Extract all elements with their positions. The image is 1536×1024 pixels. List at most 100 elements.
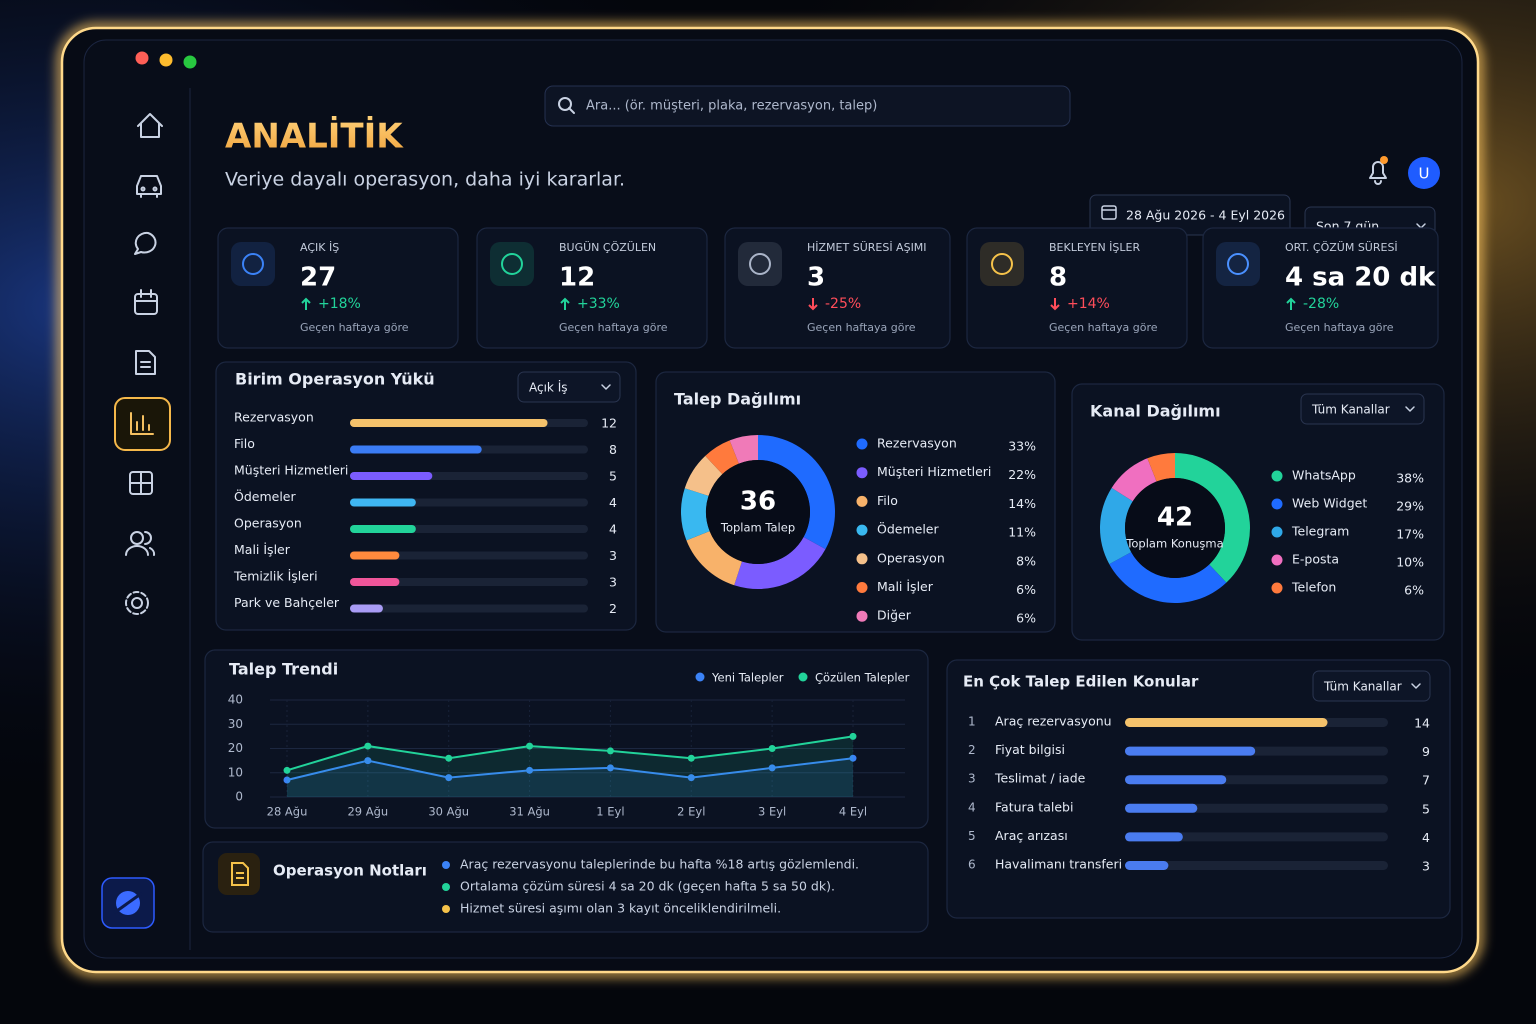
kpi-card <box>1202 227 1439 349</box>
icon-part <box>1369 161 1387 185</box>
legend-label: Diğer <box>877 608 912 623</box>
bar-label: Ödemeler <box>234 488 296 504</box>
icon-part <box>113 891 143 915</box>
filter-select[interactable] <box>1300 393 1425 425</box>
donut-slice <box>705 440 739 475</box>
kpi-card <box>966 227 1188 349</box>
trend-area <box>287 758 853 797</box>
bar-label: Mali İşler <box>234 542 291 557</box>
y-tick-label: 10 <box>228 765 243 779</box>
legend-dot <box>695 672 705 682</box>
donut-hole <box>1125 478 1225 578</box>
bar <box>1125 803 1198 813</box>
bar-label: Müşteri Hizmetleri <box>234 463 348 478</box>
search-icon <box>568 107 575 114</box>
legend-dot <box>1271 470 1283 482</box>
close-dot[interactable] <box>135 51 149 65</box>
icon-part <box>135 350 156 375</box>
legend-value: 22% <box>1008 467 1036 482</box>
icon-part <box>129 471 153 495</box>
nav-settings[interactable] <box>125 591 149 615</box>
maximize-dot[interactable] <box>183 55 197 69</box>
date-range-picker[interactable] <box>1089 194 1291 236</box>
notes-panel <box>202 841 929 933</box>
bar <box>1125 832 1183 842</box>
notes-icon <box>231 862 249 886</box>
kpi-card <box>217 227 459 349</box>
nav-dashboard[interactable] <box>129 471 153 495</box>
filter-select[interactable] <box>1312 670 1431 702</box>
topic-label: Fiyat bilgisi <box>995 742 1065 757</box>
trend-point <box>364 742 372 750</box>
bar-track <box>1125 832 1388 842</box>
brand-logo <box>113 891 143 915</box>
minimize-dot[interactable] <box>159 53 173 67</box>
nav-home[interactable] <box>137 113 163 138</box>
legend-dot <box>1271 582 1283 594</box>
bar-track <box>350 551 588 560</box>
kpi-label: AÇIK İŞ <box>300 241 339 254</box>
icon-part <box>1101 205 1117 220</box>
bar-value: 4 <box>1422 830 1430 845</box>
y-tick-label: 20 <box>228 741 243 755</box>
trend-panel <box>204 649 929 829</box>
x-tick-label: 31 Ağu <box>509 805 550 819</box>
icon-part <box>136 175 162 198</box>
kpi-label: HİZMET SÜRESİ AŞIMI <box>807 241 927 254</box>
trend-point <box>526 742 534 750</box>
topic-rank: 2 <box>968 743 976 757</box>
nav-messages[interactable] <box>134 231 157 255</box>
date-range: 28 Ağu 2026 - 4 Eyl 2026 <box>1126 208 1285 223</box>
kpi-note: Geçen haftaya göre <box>559 321 668 334</box>
x-tick-label: 1 Eyl <box>596 805 624 819</box>
kpi-value: 8 <box>1049 263 1067 293</box>
donut-slice <box>684 455 723 496</box>
bar-label: Rezervasyon <box>234 410 314 425</box>
nav-users[interactable] <box>125 531 156 556</box>
nav-calendar[interactable] <box>134 289 158 315</box>
x-tick-label: 29 Ağu <box>347 805 388 819</box>
note-bullet <box>442 861 450 869</box>
user-avatar[interactable] <box>1408 157 1440 189</box>
search-input[interactable] <box>544 85 1071 127</box>
kpi-note: Geçen haftaya göre <box>807 321 916 334</box>
icon-part <box>130 412 154 435</box>
legend-value: 8% <box>1016 553 1036 568</box>
nav-documents[interactable] <box>135 350 156 375</box>
nav-analytics[interactable] <box>130 412 154 435</box>
filter-select[interactable] <box>517 371 621 403</box>
donut-total-label: Toplam Talep <box>720 521 795 535</box>
bar-value: 9 <box>1422 744 1430 759</box>
kpi-note: Geçen haftaya göre <box>1049 321 1158 334</box>
note-text: Ortalama çözüm süresi 4 sa 20 dk (geçen … <box>460 879 835 894</box>
topic-rank: 4 <box>968 800 976 814</box>
search-bar[interactable]: Ara... (ör. müşteri, plaka, rezervasyon,… <box>544 85 1071 127</box>
x-tick-label: 4 Eyl <box>839 805 867 819</box>
kpi-icon <box>991 253 1013 275</box>
topic-label: Araç arızası <box>995 828 1068 843</box>
kpi-label: ORT. ÇÖZÜM SÜRESİ <box>1285 241 1398 254</box>
bar-track <box>350 578 588 586</box>
legend-value: 10% <box>1396 555 1424 570</box>
bar-label: Operasyon <box>234 516 302 531</box>
kpi-trend-arrow <box>560 297 570 310</box>
trend-point <box>687 754 695 762</box>
donut-slice <box>729 435 758 464</box>
filter-label: Tüm Kanallar <box>1311 403 1390 417</box>
kpi-change: +33% <box>577 296 620 312</box>
legend-dot <box>1271 498 1283 510</box>
bar <box>350 445 482 454</box>
bar-value: 3 <box>609 575 617 590</box>
donut-slice <box>1111 458 1157 502</box>
legend-value: 14% <box>1008 496 1036 511</box>
notification-bell[interactable] <box>1369 161 1387 185</box>
bar <box>350 419 548 427</box>
trend-point <box>526 766 534 774</box>
nav-vehicles[interactable] <box>136 175 162 198</box>
panel-title: Kanal Dağılımı <box>1090 402 1221 421</box>
trend-line <box>286 735 854 772</box>
search-icon <box>558 97 572 111</box>
kpi-value: 27 <box>300 263 336 293</box>
kpi-icon-box <box>231 242 275 286</box>
trend-point <box>606 764 614 772</box>
